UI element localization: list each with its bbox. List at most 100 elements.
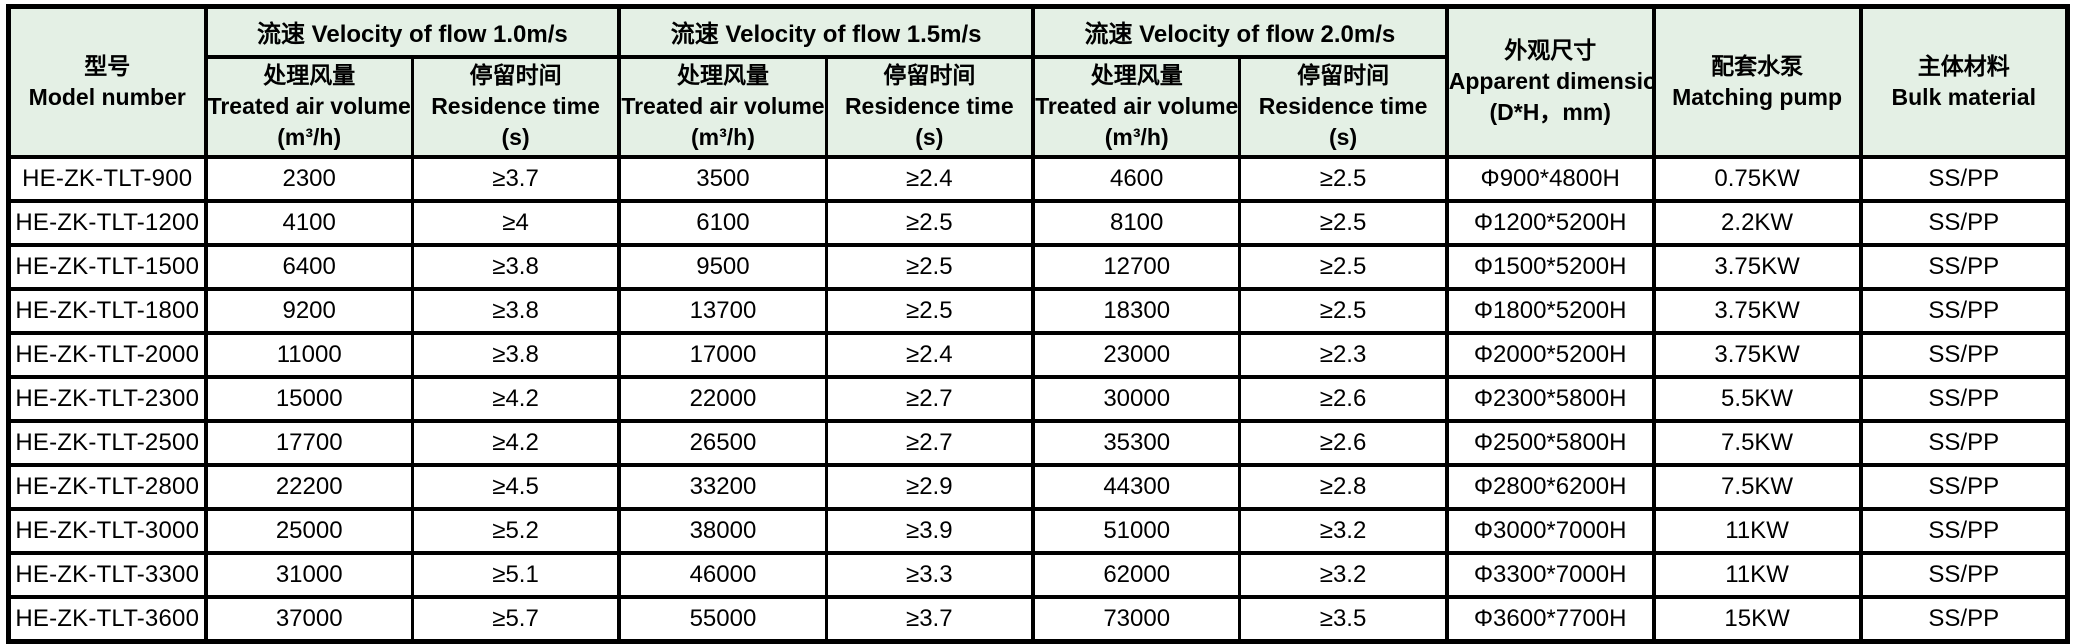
- cell-air-volume-1-5: 55000: [617, 594, 828, 643]
- cell-model-number: HE-ZK-TLT-3300: [7, 550, 207, 599]
- col-header-pump: 配套水泵 Matching pump: [1651, 4, 1862, 159]
- table-row: HE-ZK-TLT-1800 9200 ≥3.8 13700 ≥2.5 1830…: [7, 286, 2069, 335]
- cell-air-volume-2-0: 51000: [1031, 506, 1242, 555]
- cell-residence-1-5: ≥2.7: [824, 374, 1035, 423]
- cell-residence-1-5: ≥2.7: [824, 418, 1035, 467]
- cell-air-volume-1-0: 31000: [203, 550, 414, 599]
- cell-air-volume-1-0: 6400: [203, 242, 414, 291]
- cell-bulk-material: SS/PP: [1858, 550, 2069, 599]
- cell-residence-1-5: ≥2.4: [824, 330, 1035, 379]
- cell-air-volume-1-0: 4100: [203, 198, 414, 247]
- cell-air-volume-2-0: 18300: [1031, 286, 1242, 335]
- cell-residence-1-0: ≥5.7: [410, 594, 621, 643]
- cell-bulk-material: SS/PP: [1858, 462, 2069, 511]
- cell-air-volume-1-5: 22000: [617, 374, 828, 423]
- dimension-header-unit: (D*H，mm): [1489, 99, 1611, 126]
- table-row: HE-ZK-TLT-2000 11000 ≥3.8 17000 ≥2.4 230…: [7, 330, 2069, 379]
- cell-air-volume-1-0: 15000: [203, 374, 414, 423]
- air-header-unit: (m³/h): [277, 124, 342, 150]
- cell-air-volume-1-5: 6100: [617, 198, 828, 247]
- sub-header-air-volume-2-0: 处理风量 Treated air volume (m³/h): [1031, 54, 1242, 159]
- sub-header-residence-2-0: 停留时间 Residence time (s): [1238, 54, 1449, 159]
- cell-air-volume-1-5: 9500: [617, 242, 828, 291]
- cell-residence-1-5: ≥2.5: [824, 198, 1035, 247]
- cell-apparent-dimension: Φ3600*7700H: [1444, 594, 1656, 643]
- cell-residence-2-0: ≥3.2: [1238, 506, 1449, 555]
- cell-air-volume-1-0: 2300: [203, 154, 414, 203]
- cell-air-volume-1-5: 3500: [617, 154, 828, 203]
- cell-air-volume-2-0: 62000: [1031, 550, 1242, 599]
- cell-residence-1-0: ≥3.7: [410, 154, 621, 203]
- cell-apparent-dimension: Φ1200*5200H: [1444, 198, 1656, 247]
- cell-air-volume-1-0: 22200: [203, 462, 414, 511]
- cell-air-volume-1-5: 26500: [617, 418, 828, 467]
- cell-residence-2-0: ≥2.5: [1238, 198, 1449, 247]
- col-header-material: 主体材料 Bulk material: [1858, 4, 2069, 159]
- air-header-zh: 处理风量: [1090, 62, 1183, 88]
- cell-air-volume-1-5: 13700: [617, 286, 828, 335]
- cell-model-number: HE-ZK-TLT-1800: [7, 286, 207, 335]
- sub-header-air-volume-1-0: 处理风量 Treated air volume (m³/h): [203, 54, 414, 159]
- cell-air-volume-1-0: 37000: [203, 594, 414, 643]
- cell-bulk-material: SS/PP: [1858, 242, 2069, 291]
- cell-matching-pump: 3.75KW: [1651, 330, 1862, 379]
- cell-air-volume-2-0: 23000: [1031, 330, 1242, 379]
- header-group-row: 型号 Model number 流速 Velocity of flow 1.0m…: [7, 4, 2069, 159]
- cell-matching-pump: 15KW: [1651, 594, 1862, 643]
- air-header-en: Treated air volume: [1035, 93, 1239, 119]
- cell-matching-pump: 11KW: [1651, 550, 1862, 599]
- cell-apparent-dimension: Φ1800*5200H: [1444, 286, 1656, 335]
- cell-air-volume-1-0: 11000: [203, 330, 414, 379]
- cell-residence-1-0: ≥3.8: [410, 286, 621, 335]
- cell-air-volume-1-0: 17700: [203, 418, 414, 467]
- cell-residence-1-0: ≥3.8: [410, 242, 621, 291]
- residence-header-en: Residence time: [431, 93, 600, 119]
- sub-header-residence-1-5: 停留时间 Residence time (s): [824, 54, 1035, 159]
- col-header-velocity-1-5: 流速 Velocity of flow 1.5m/s: [617, 4, 1035, 59]
- cell-air-volume-2-0: 4600: [1031, 154, 1242, 203]
- residence-header-zh: 停留时间: [883, 62, 976, 88]
- col-header-velocity-2-0: 流速 Velocity of flow 2.0m/s: [1031, 4, 1449, 59]
- cell-model-number: HE-ZK-TLT-3600: [7, 594, 207, 643]
- header-sub-row: 处理风量 Treated air volume (m³/h) 停留时间 Resi…: [9, 54, 2068, 159]
- residence-header-unit: (s): [915, 124, 944, 150]
- cell-model-number: HE-ZK-TLT-2300: [7, 374, 207, 423]
- cell-matching-pump: 7.5KW: [1651, 462, 1862, 511]
- cell-bulk-material: SS/PP: [1858, 594, 2069, 643]
- cell-residence-1-5: ≥3.7: [824, 594, 1035, 643]
- dimension-header-zh: 外观尺寸: [1504, 37, 1597, 64]
- cell-air-volume-2-0: 35300: [1031, 418, 1242, 467]
- cell-apparent-dimension: Φ2000*5200H: [1444, 330, 1656, 379]
- cell-matching-pump: 2.2KW: [1651, 198, 1862, 247]
- cell-residence-1-5: ≥2.5: [824, 286, 1035, 335]
- air-header-zh: 处理风量: [263, 62, 356, 88]
- table-row: HE-ZK-TLT-3000 25000 ≥5.2 38000 ≥3.9 510…: [7, 506, 2069, 555]
- residence-header-unit: (s): [1329, 124, 1358, 150]
- cell-bulk-material: SS/PP: [1858, 374, 2069, 423]
- cell-matching-pump: 7.5KW: [1651, 418, 1862, 467]
- material-header-en: Bulk material: [1891, 83, 2036, 110]
- cell-model-number: HE-ZK-TLT-1500: [7, 242, 207, 291]
- col-header-model: 型号 Model number: [7, 4, 207, 159]
- material-header-zh: 主体材料: [1917, 52, 2010, 79]
- cell-apparent-dimension: Φ2300*5800H: [1444, 374, 1656, 423]
- cell-apparent-dimension: Φ2800*6200H: [1444, 462, 1656, 511]
- cell-apparent-dimension: Φ3300*7000H: [1444, 550, 1656, 599]
- table-row: HE-ZK-TLT-3600 37000 ≥5.7 55000 ≥3.7 730…: [7, 594, 2069, 643]
- cell-bulk-material: SS/PP: [1858, 418, 2069, 467]
- table-row: HE-ZK-TLT-1500 6400 ≥3.8 9500 ≥2.5 12700…: [7, 242, 2069, 291]
- cell-residence-2-0: ≥2.6: [1238, 418, 1449, 467]
- cell-residence-1-5: ≥2.5: [824, 242, 1035, 291]
- cell-residence-1-5: ≥2.4: [824, 154, 1035, 203]
- model-header-zh: 型号: [84, 52, 131, 79]
- cell-air-volume-2-0: 73000: [1031, 594, 1242, 643]
- air-header-zh: 处理风量: [676, 62, 769, 88]
- cell-residence-1-0: ≥5.1: [410, 550, 621, 599]
- residence-header-zh: 停留时间: [1297, 62, 1390, 88]
- cell-apparent-dimension: Φ900*4800H: [1444, 154, 1656, 203]
- table-row: HE-ZK-TLT-2300 15000 ≥4.2 22000 ≥2.7 300…: [7, 374, 2069, 423]
- cell-apparent-dimension: Φ2500*5800H: [1444, 418, 1656, 467]
- table-row: HE-ZK-TLT-900 2300 ≥3.7 3500 ≥2.4 4600 ≥…: [7, 154, 2069, 203]
- cell-residence-1-0: ≥4.2: [410, 374, 621, 423]
- cell-residence-1-0: ≥4.5: [410, 462, 621, 511]
